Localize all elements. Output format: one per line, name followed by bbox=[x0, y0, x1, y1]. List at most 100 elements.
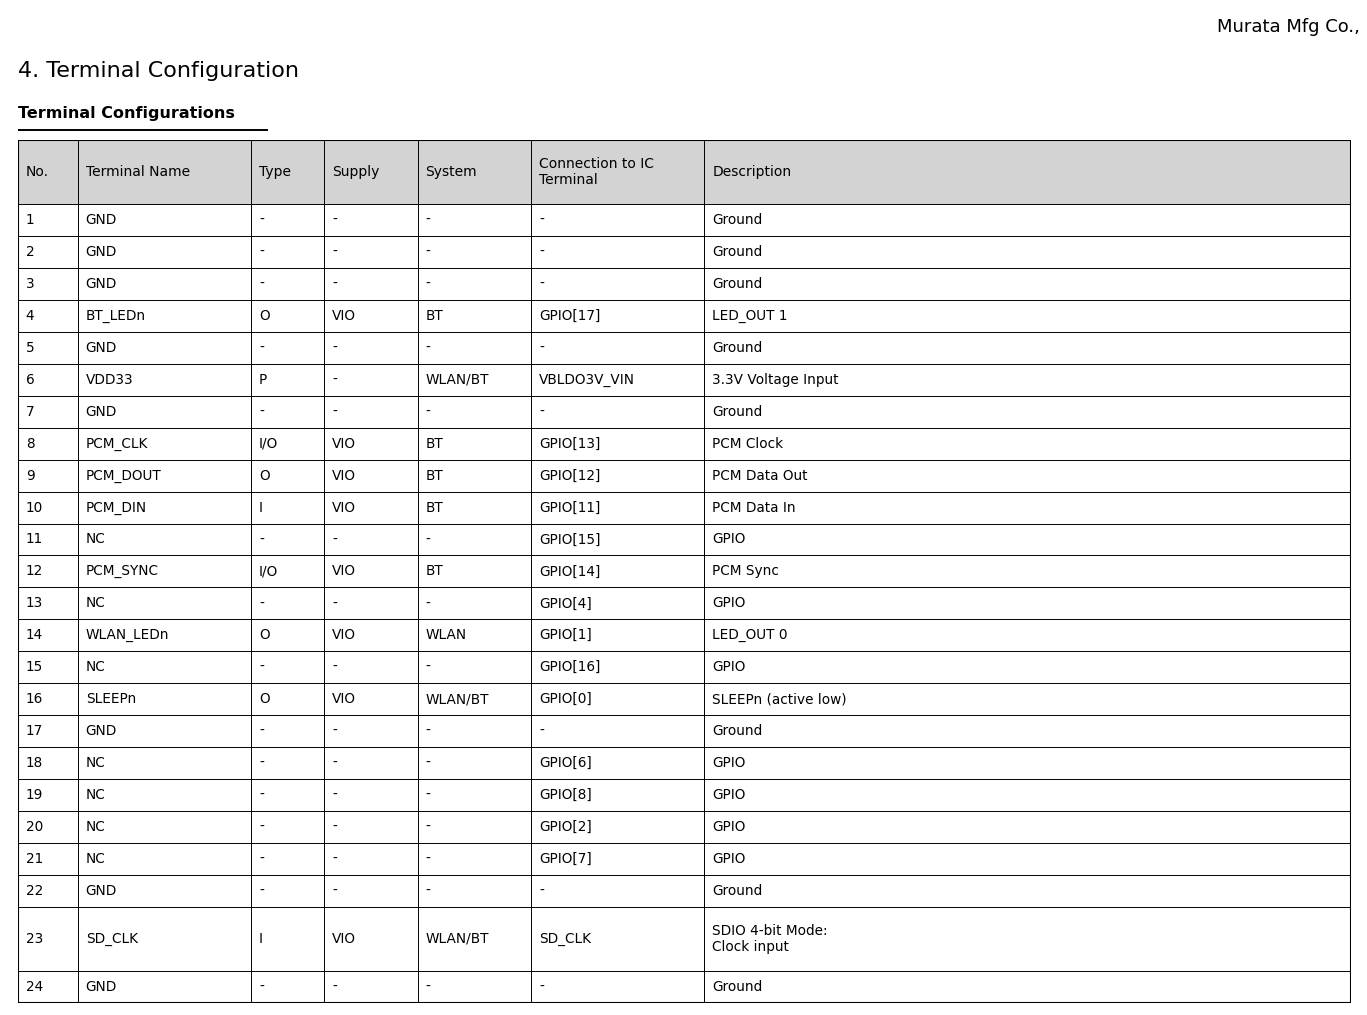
Text: -: - bbox=[425, 661, 431, 674]
Text: 15: 15 bbox=[26, 661, 44, 674]
Bar bbox=[18, 588, 1351, 619]
Text: BT_LEDn: BT_LEDn bbox=[86, 309, 146, 323]
Text: GPIO[6]: GPIO[6] bbox=[539, 756, 592, 770]
Text: Ground: Ground bbox=[712, 213, 763, 227]
Text: 18: 18 bbox=[26, 756, 42, 770]
Text: -: - bbox=[258, 597, 264, 610]
Text: WLAN/BT: WLAN/BT bbox=[425, 373, 489, 387]
Text: WLAN: WLAN bbox=[425, 628, 466, 642]
Text: GPIO: GPIO bbox=[712, 661, 745, 674]
Text: PCM_DIN: PCM_DIN bbox=[86, 500, 146, 515]
Text: -: - bbox=[332, 756, 338, 770]
Text: O: O bbox=[258, 628, 269, 642]
Text: GPIO[0]: GPIO[0] bbox=[539, 692, 592, 706]
Text: PCM Data Out: PCM Data Out bbox=[712, 469, 808, 482]
Text: -: - bbox=[332, 533, 338, 546]
Text: 21: 21 bbox=[26, 852, 42, 866]
Text: SLEEPn: SLEEPn bbox=[86, 692, 135, 706]
Text: O: O bbox=[258, 469, 269, 482]
Text: No.: No. bbox=[26, 165, 49, 179]
Text: GND: GND bbox=[86, 213, 118, 227]
Text: -: - bbox=[258, 341, 264, 355]
Text: Type: Type bbox=[258, 165, 291, 179]
Text: -: - bbox=[425, 341, 431, 355]
Text: 8: 8 bbox=[26, 436, 34, 451]
Bar bbox=[18, 332, 1351, 363]
Text: -: - bbox=[425, 245, 431, 259]
Text: -: - bbox=[425, 277, 431, 291]
Text: GPIO[8]: GPIO[8] bbox=[539, 788, 592, 802]
Text: GND: GND bbox=[86, 884, 118, 898]
Text: 14: 14 bbox=[26, 628, 42, 642]
Text: WLAN/BT: WLAN/BT bbox=[425, 692, 489, 706]
Text: 17: 17 bbox=[26, 725, 42, 738]
Text: BT: BT bbox=[425, 309, 443, 323]
Text: -: - bbox=[425, 820, 431, 834]
Text: -: - bbox=[425, 756, 431, 770]
Bar bbox=[18, 363, 1351, 396]
Text: -: - bbox=[425, 852, 431, 866]
Text: -: - bbox=[539, 884, 544, 898]
Text: 1: 1 bbox=[26, 213, 34, 227]
Text: PCM Sync: PCM Sync bbox=[712, 564, 779, 579]
Text: I/O: I/O bbox=[258, 436, 279, 451]
Text: LED_OUT 1: LED_OUT 1 bbox=[712, 309, 787, 323]
Text: -: - bbox=[332, 213, 338, 227]
Text: -: - bbox=[332, 852, 338, 866]
Text: NC: NC bbox=[86, 852, 105, 866]
Bar bbox=[18, 396, 1351, 427]
Text: 6: 6 bbox=[26, 373, 34, 387]
Text: Ground: Ground bbox=[712, 277, 763, 291]
Bar bbox=[18, 427, 1351, 460]
Text: VIO: VIO bbox=[332, 469, 357, 482]
Text: Murata Mfg Co.,: Murata Mfg Co., bbox=[1217, 18, 1360, 37]
Bar bbox=[18, 716, 1351, 747]
Text: BT: BT bbox=[425, 500, 443, 515]
Text: NC: NC bbox=[86, 597, 105, 610]
Text: GPIO[1]: GPIO[1] bbox=[539, 628, 592, 642]
Text: 19: 19 bbox=[26, 788, 44, 802]
Text: 12: 12 bbox=[26, 564, 42, 579]
Bar bbox=[18, 843, 1351, 875]
Text: GPIO[7]: GPIO[7] bbox=[539, 852, 592, 866]
Text: GPIO: GPIO bbox=[712, 597, 745, 610]
Bar bbox=[18, 747, 1351, 780]
Text: 7: 7 bbox=[26, 405, 34, 418]
Text: Description: Description bbox=[712, 165, 791, 179]
Text: 10: 10 bbox=[26, 500, 42, 515]
Text: GND: GND bbox=[86, 277, 118, 291]
Text: -: - bbox=[425, 533, 431, 546]
Text: -: - bbox=[332, 373, 338, 387]
Text: GPIO: GPIO bbox=[712, 533, 745, 546]
Bar bbox=[18, 555, 1351, 588]
Text: GPIO[11]: GPIO[11] bbox=[539, 500, 600, 515]
Bar bbox=[18, 619, 1351, 652]
Text: GPIO: GPIO bbox=[712, 756, 745, 770]
Text: 23: 23 bbox=[26, 932, 42, 946]
Text: -: - bbox=[425, 597, 431, 610]
Text: -: - bbox=[425, 405, 431, 418]
Text: NC: NC bbox=[86, 661, 105, 674]
Text: -: - bbox=[425, 788, 431, 802]
Text: NC: NC bbox=[86, 756, 105, 770]
Bar bbox=[18, 811, 1351, 843]
Text: SD_CLK: SD_CLK bbox=[539, 932, 591, 946]
Text: -: - bbox=[258, 820, 264, 834]
Text: -: - bbox=[332, 979, 338, 994]
Bar bbox=[18, 971, 1351, 1003]
Text: PCM Data In: PCM Data In bbox=[712, 500, 796, 515]
Text: GND: GND bbox=[86, 725, 118, 738]
Text: -: - bbox=[258, 213, 264, 227]
Text: -: - bbox=[258, 788, 264, 802]
Text: WLAN/BT: WLAN/BT bbox=[425, 932, 489, 946]
Text: -: - bbox=[539, 725, 544, 738]
Text: 4: 4 bbox=[26, 309, 34, 323]
Text: 5: 5 bbox=[26, 341, 34, 355]
Text: P: P bbox=[258, 373, 268, 387]
Text: VIO: VIO bbox=[332, 564, 357, 579]
Bar bbox=[18, 780, 1351, 811]
Text: 11: 11 bbox=[26, 533, 42, 546]
Text: -: - bbox=[332, 820, 338, 834]
Text: -: - bbox=[258, 533, 264, 546]
Text: GPIO[15]: GPIO[15] bbox=[539, 533, 600, 546]
